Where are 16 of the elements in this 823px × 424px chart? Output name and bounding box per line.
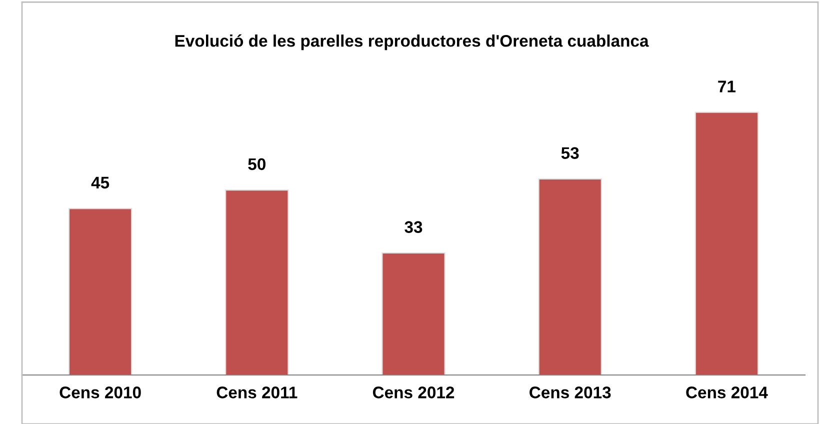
x-tick-label: Cens 2014: [686, 386, 768, 398]
bar: [538, 178, 602, 375]
bar: [382, 252, 446, 375]
x-tick-label: Cens 2010: [60, 386, 141, 398]
x-tick-label: Cens 2011: [216, 386, 298, 398]
data-label: 50: [248, 158, 266, 170]
data-label: 33: [404, 221, 422, 233]
data-label: 71: [718, 80, 736, 92]
chart-title: Evolució de les parelles reproductores d'Oreneta cuablanca: [175, 34, 649, 50]
bar: [68, 208, 132, 375]
data-label: 45: [91, 176, 110, 189]
bar: [694, 112, 759, 375]
bar: [225, 189, 289, 375]
data-label: 53: [561, 147, 579, 159]
x-tick-label: Cens 2013: [530, 386, 611, 398]
x-tick-label: Cens 2012: [372, 386, 454, 398]
